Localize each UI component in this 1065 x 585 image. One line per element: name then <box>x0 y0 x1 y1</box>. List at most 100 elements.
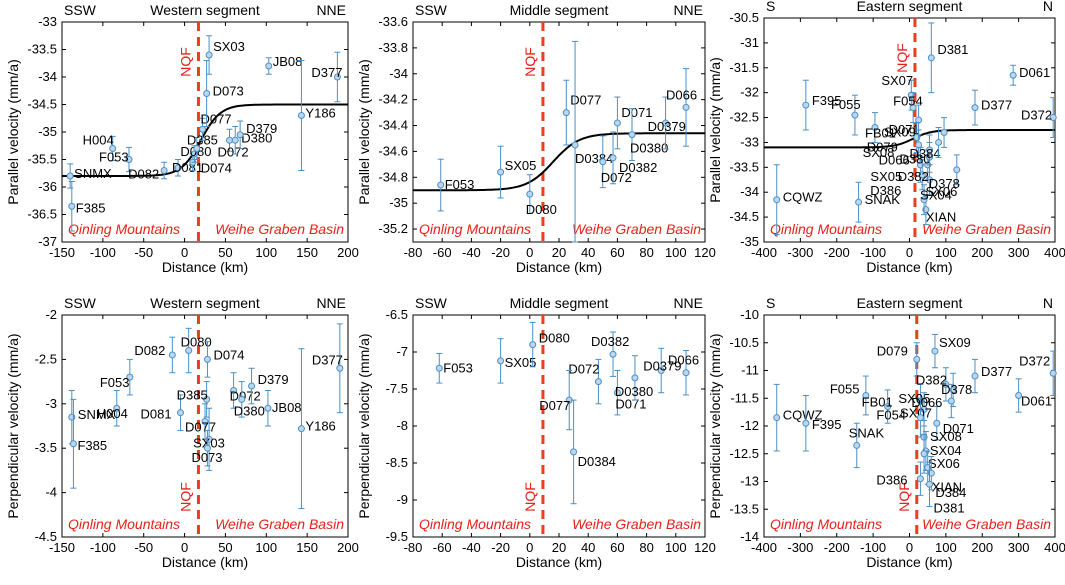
chart-panel-east-par: -400 -300 -200 -100 0 100 200 300 400 -35 -34.5 -34… <box>707 0 1065 275</box>
point-label-d080: D080 <box>181 335 212 350</box>
data-point-d061 <box>1015 391 1023 399</box>
chart-panel-mid-perp: -80 -60 -40 -20 0 20 40 60 80 100 120 -9.5 -9 -8.5 -8 -… <box>356 295 716 570</box>
data-point-d072 <box>594 378 602 386</box>
point-label-f385: F385 <box>77 438 107 453</box>
data-point-sx07 <box>920 405 928 413</box>
data-point-d066 <box>935 138 943 146</box>
x-tick-label: 0 <box>906 245 913 260</box>
data-point-sx09 <box>940 128 948 136</box>
y-tick-label: -33.8 <box>378 40 408 55</box>
x-tick-label: -400 <box>751 245 777 260</box>
data-point-d0382 <box>609 350 617 358</box>
data-point-f385 <box>69 440 77 448</box>
point-label-d061: D061 <box>1021 393 1052 408</box>
x-tick-label: 0 <box>526 245 533 260</box>
x-tick-label: -300 <box>787 540 813 555</box>
point-label-sx08: SX08 <box>863 145 895 160</box>
x-tick-label: -300 <box>787 245 813 260</box>
point-label-d082: D082 <box>128 167 159 182</box>
x-tick-label: 60 <box>610 245 624 260</box>
point-label-f053: F053 <box>99 150 129 165</box>
data-point-d071 <box>933 419 941 427</box>
x-tick-label: 100 <box>255 245 277 260</box>
region-label-right: Weihe Graben Basin <box>572 516 701 532</box>
point-label-d072: D072 <box>230 388 261 403</box>
data-point-h004 <box>113 404 121 412</box>
data-point-f385 <box>68 202 76 210</box>
y-tick-label: -30.5 <box>729 10 759 25</box>
data-point-d0382 <box>609 154 617 162</box>
x-tick-label: 0 <box>181 540 188 555</box>
point-label-d372: D372 <box>1019 353 1050 368</box>
point-label-d066: D066 <box>666 87 697 102</box>
point-label-y186: Y186 <box>305 419 335 434</box>
data-point-f053 <box>126 373 134 381</box>
point-label-f395: F395 <box>812 93 842 108</box>
point-label-d081: D081 <box>172 160 203 175</box>
data-point-d072 <box>226 136 234 144</box>
data-point-d0384 <box>571 141 579 149</box>
data-point-f054 <box>916 414 924 422</box>
point-label-f053: F053 <box>100 375 130 390</box>
point-label-d0384: D0384 <box>578 454 616 469</box>
point-label-d079: D079 <box>867 139 898 154</box>
x-tick-label: 50 <box>218 245 232 260</box>
data-point-d073 <box>203 444 211 452</box>
point-label-d072: D072 <box>601 170 632 185</box>
segment-title: Western segment <box>150 2 260 18</box>
point-label-d077: D077 <box>570 93 601 108</box>
y-tick-label: -12.5 <box>729 446 759 461</box>
fit-curve <box>764 129 1055 149</box>
y-tick-label: -34.8 <box>378 169 408 184</box>
data-point-d066 <box>682 103 690 111</box>
point-label-d386: D386 <box>870 183 901 198</box>
y-tick-label: -36 <box>38 179 57 194</box>
x-tick-label: 20 <box>552 245 566 260</box>
data-point-d0380 <box>628 131 636 139</box>
point-label-f395: F395 <box>812 417 842 432</box>
chart-panel-west-perp: -150 -100 -50 0 50 100 150 200 -4.5 -4 -3.5 -3 -2.5 -… <box>5 295 359 570</box>
point-label-d0379: D0379 <box>648 119 686 134</box>
data-point-d380 <box>231 136 239 144</box>
point-label-d0379: D0379 <box>643 359 681 374</box>
point-label-f053: F053 <box>445 177 475 192</box>
data-point-fb01 <box>884 403 892 411</box>
x-tick-label: 80 <box>639 245 653 260</box>
data-point-d378 <box>953 166 961 174</box>
x-tick-label: 50 <box>218 540 232 555</box>
point-label-sx05: SX05 <box>505 355 537 370</box>
data-point-cqwz <box>773 196 781 204</box>
point-label-y186: Y186 <box>305 106 335 121</box>
point-label-jb08: JB08 <box>273 54 303 69</box>
point-label-d061: D061 <box>1019 65 1050 80</box>
nqf-label: NQF <box>177 482 193 512</box>
data-point-d072 <box>230 386 238 394</box>
data-point-d077 <box>201 418 209 426</box>
y-axis-label: Perpendicular velocity (mm/a) <box>707 333 723 518</box>
data-point-h004 <box>109 145 117 152</box>
point-label-sx06: SX06 <box>928 456 960 471</box>
point-label-fb01: FB01 <box>862 395 893 410</box>
x-tick-label: 40 <box>581 245 595 260</box>
data-point-d082 <box>160 167 168 174</box>
data-point-snak <box>853 441 861 449</box>
data-point-f055 <box>851 111 859 119</box>
x-tick-label: 300 <box>1008 245 1030 260</box>
data-point-sx05 <box>497 168 505 176</box>
point-label-d080: D080 <box>539 331 570 346</box>
data-point-d066 <box>947 397 955 405</box>
data-point-d073 <box>203 90 211 97</box>
point-label-snmx: SNMX <box>78 407 116 422</box>
data-point-y186 <box>297 112 305 119</box>
data-point-d377 <box>333 73 341 81</box>
point-label-d377: D377 <box>311 65 342 80</box>
data-point-fb01 <box>871 124 879 132</box>
data-point-snak <box>855 198 863 206</box>
point-label-h004: H004 <box>83 133 114 148</box>
region-label-left: Qinling Mountains <box>419 221 531 237</box>
y-tick-label: -31 <box>740 35 759 50</box>
y-tick-label: -4 <box>45 485 57 500</box>
y-tick-label: -35 <box>740 234 759 249</box>
segment-title: Middle segment <box>510 2 609 18</box>
point-label-d073: D073 <box>213 84 244 99</box>
